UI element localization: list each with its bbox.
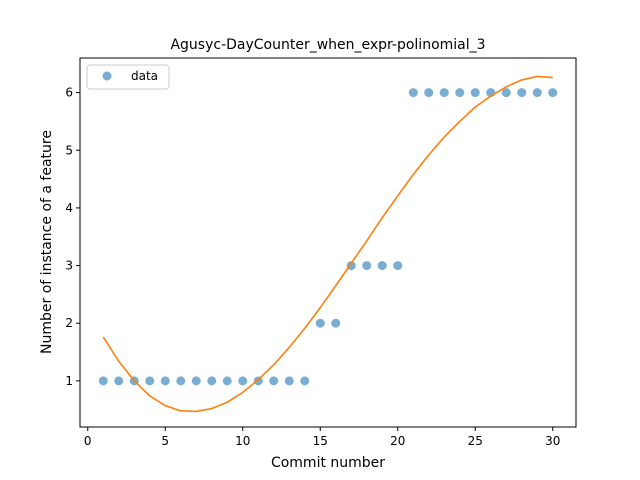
legend-label-data: data	[131, 69, 158, 83]
data-point	[455, 88, 465, 98]
data-point	[300, 376, 310, 386]
x-tick-label: 15	[313, 434, 328, 448]
y-tick-label: 5	[65, 143, 73, 157]
data-point	[176, 376, 186, 386]
x-tick-label: 25	[468, 434, 483, 448]
data-point	[207, 376, 217, 386]
fit-line	[102, 75, 553, 413]
y-tick-label: 3	[65, 259, 73, 273]
data-point	[269, 376, 279, 386]
x-tick-label: 20	[390, 434, 405, 448]
legend: data	[86, 64, 170, 90]
data-point	[517, 88, 527, 98]
y-tick-label: 2	[65, 316, 73, 330]
data-point	[408, 88, 418, 98]
data-point	[470, 88, 480, 98]
y-tick-label: 6	[65, 86, 73, 100]
data-point	[439, 88, 449, 98]
data-point	[160, 376, 170, 386]
data-point	[145, 376, 155, 386]
legend-marker-data	[102, 71, 112, 81]
data-point	[424, 88, 434, 98]
x-tick-label: 5	[161, 434, 169, 448]
data-point	[315, 318, 325, 328]
x-tick-label: 30	[545, 434, 560, 448]
y-tick-label: 4	[65, 201, 73, 215]
data-point	[98, 376, 108, 386]
y-tick-label: 1	[65, 374, 73, 388]
axis-ticks: 0 5 10 15 20 25 30 1 2 3 4 5 6	[65, 86, 560, 448]
y-axis-label: Number of instance of a feature	[39, 130, 55, 354]
data-point	[331, 318, 341, 328]
data-point	[362, 261, 372, 271]
legend-box	[86, 64, 170, 90]
x-axis-label: Commit number	[271, 455, 385, 471]
data-point	[284, 376, 294, 386]
plot-area	[98, 75, 558, 413]
data-point	[377, 261, 387, 271]
data-point	[393, 261, 403, 271]
x-tick-label: 10	[235, 434, 250, 448]
data-point	[191, 376, 201, 386]
data-point	[548, 88, 558, 98]
x-tick-label: 0	[84, 434, 92, 448]
data-point	[532, 88, 542, 98]
data-point	[501, 88, 511, 98]
data-point	[114, 376, 124, 386]
data-point	[238, 376, 248, 386]
data-point	[222, 376, 232, 386]
axes-frame	[79, 57, 577, 428]
chart-title: Agusyc-DayCounter_when_expr-polinomial_3	[170, 37, 485, 53]
